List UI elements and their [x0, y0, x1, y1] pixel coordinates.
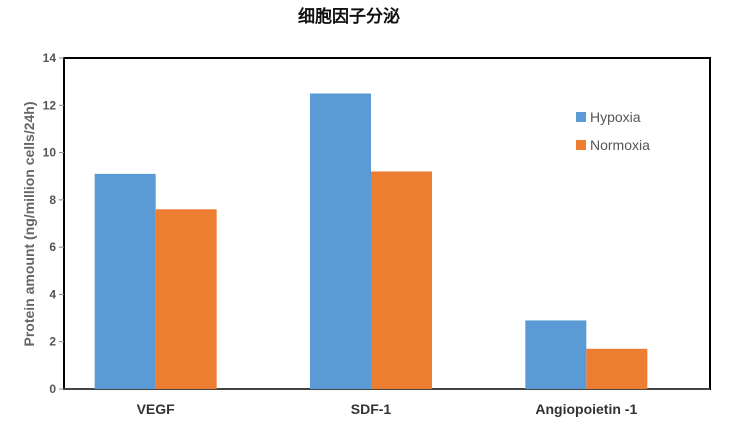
legend-swatch-normoxia — [576, 140, 586, 150]
y-axis-label: Protein amount (ng/million cells/24h) — [21, 101, 37, 346]
x-axis: VEGF SDF-1 Angiopoietin -1 — [137, 401, 638, 417]
chart-title: 细胞因子分泌 — [298, 6, 400, 27]
legend-label-normoxia: Normoxia — [590, 137, 650, 153]
bar-hypoxia-1 — [310, 93, 371, 389]
bars — [94, 93, 648, 389]
x-tick-label: Angiopoietin -1 — [535, 401, 637, 417]
legend: Hypoxia Normoxia — [576, 109, 650, 153]
y-tick-label: 2 — [49, 335, 56, 349]
y-tick-label: 4 — [49, 287, 56, 301]
bar-hypoxia-0 — [94, 173, 156, 389]
y-tick-label: 0 — [49, 382, 56, 396]
y-tick-label: 8 — [49, 193, 56, 207]
bar-normoxia-2 — [586, 348, 648, 389]
bar-hypoxia-2 — [525, 320, 587, 389]
y-tick-label: 14 — [43, 51, 57, 65]
y-tick-label: 10 — [43, 146, 57, 160]
legend-label-hypoxia: Hypoxia — [590, 109, 641, 125]
legend-swatch-hypoxia — [576, 112, 586, 122]
bar-normoxia-1 — [371, 171, 432, 389]
y-tick-label: 12 — [43, 98, 57, 112]
x-tick-label: VEGF — [137, 401, 176, 417]
x-tick-label: SDF-1 — [351, 401, 392, 417]
y-axis: 0 2 4 6 8 10 12 14 — [43, 51, 64, 396]
bar-normoxia-0 — [155, 209, 217, 389]
y-tick-label: 6 — [49, 240, 56, 254]
